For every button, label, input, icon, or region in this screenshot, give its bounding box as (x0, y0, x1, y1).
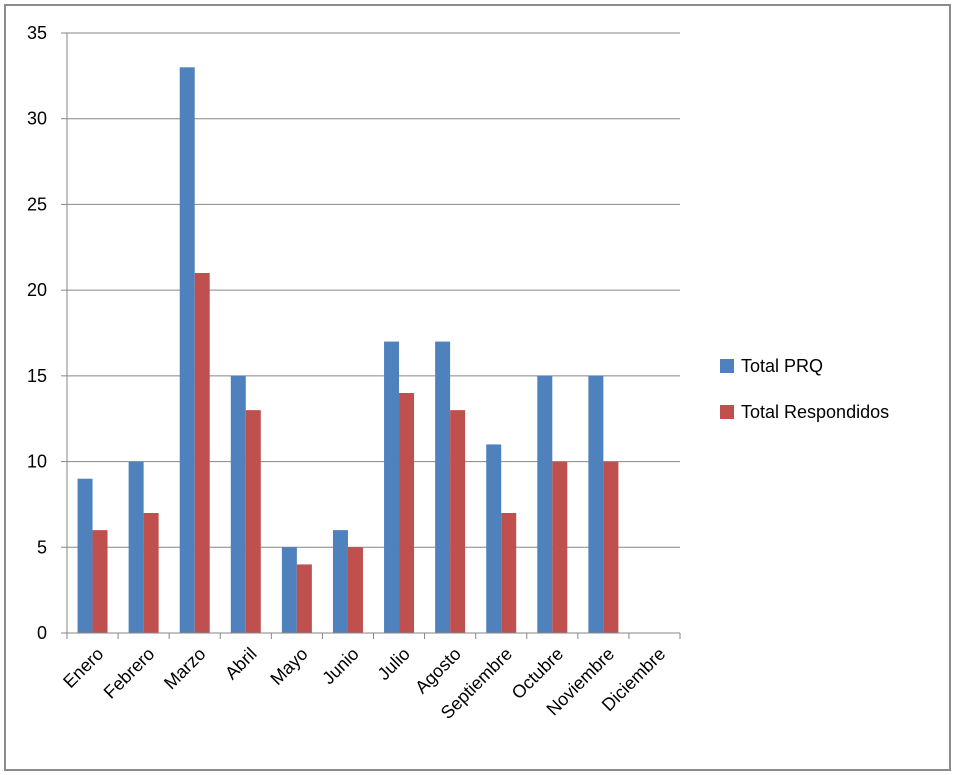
bar-total-respondidos-junio (347, 547, 363, 633)
bar-total-prq-agosto (435, 341, 451, 633)
bar-total-respondidos-febrero (143, 513, 159, 633)
gridlines (67, 32, 680, 548)
bar-total-prq-septiembre (486, 444, 502, 633)
bar-total-prq-junio (332, 530, 348, 633)
bar-total-respondidos-octubre (552, 461, 568, 633)
y-tick-label: 15 (27, 366, 47, 386)
y-tick-label: 30 (27, 109, 47, 129)
bar-total-respondidos-septiembre (501, 513, 517, 633)
x-tick-label: Junio (318, 644, 363, 689)
bar-total-prq-marzo (179, 67, 195, 634)
x-tick-label: Enero (59, 644, 107, 692)
bar-total-respondidos-marzo (194, 273, 210, 633)
legend-swatch (720, 405, 734, 419)
y-tick-label: 0 (37, 623, 47, 643)
x-tick-label: Marzo (160, 644, 210, 694)
bar-total-respondidos-mayo (296, 564, 312, 633)
bar-total-respondidos-julio (399, 393, 415, 633)
y-tick-label: 5 (37, 537, 47, 557)
y-tick-label: 25 (27, 194, 47, 214)
bar-total-prq-octubre (537, 375, 553, 633)
bars (77, 67, 619, 634)
bar-total-prq-noviembre (588, 375, 604, 633)
legend-label: Total PRQ (741, 356, 823, 376)
chart-frame (4, 4, 951, 771)
bar-total-respondidos-enero (92, 530, 108, 633)
bar-total-respondidos-abril (245, 410, 261, 633)
bar-total-prq-mayo (281, 547, 297, 633)
bar-total-prq-julio (384, 341, 400, 633)
axes (66, 33, 680, 634)
x-tick-label: Febrero (100, 644, 159, 703)
bar-total-respondidos-agosto (450, 410, 466, 633)
y-tick-label: 20 (27, 280, 47, 300)
bar-total-prq-enero (77, 478, 93, 633)
bar-total-respondidos-noviembre (603, 461, 619, 633)
bar-total-prq-febrero (128, 461, 144, 633)
x-tick-label: Julio (374, 644, 414, 684)
y-axis-ticks: 0 5 10 15 20 25 30 35 (27, 23, 67, 643)
x-tick-label: Mayo (266, 644, 311, 689)
legend-swatch (720, 359, 734, 373)
y-tick-label: 10 (27, 452, 47, 472)
legend-label: Total Respondidos (741, 402, 889, 422)
bar-total-prq-abril (230, 375, 246, 633)
legend: Total PRQ Total Respondidos (720, 356, 889, 422)
y-tick-label: 35 (27, 23, 47, 43)
x-tick-label: Abril (221, 644, 261, 684)
